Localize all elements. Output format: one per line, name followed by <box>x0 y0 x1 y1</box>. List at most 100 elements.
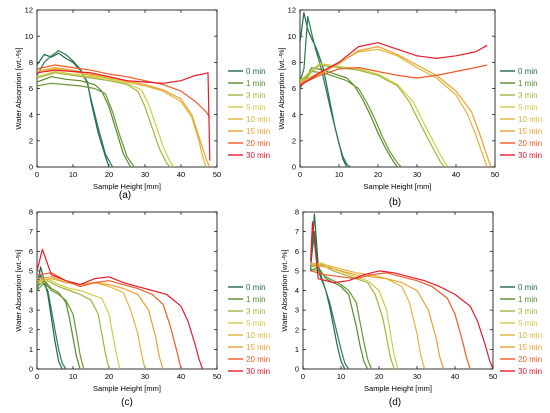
legend-label: 3 min <box>518 307 538 316</box>
y-tick-label: 4 <box>29 110 33 119</box>
y-axis-label: Water Absorption [wt.-%] <box>280 249 289 331</box>
x-tick-label: 30 <box>141 170 149 179</box>
y-tick-label: 4 <box>29 286 33 295</box>
y-tick-label: 0 <box>295 365 299 374</box>
panel-label: (a) <box>119 190 131 201</box>
panel-c: 0 10 20 30 40 50 0 1 2 3 4 5 6 7 8 Sample Height [mm] Wa… <box>14 208 270 408</box>
legend: 0 min 1 min 3 min 5 min 10 min 15 min 20 min 30… <box>228 283 270 376</box>
y-axis-label: Water Absorption [wt.-%] <box>277 47 286 129</box>
series-line-0-min <box>300 15 352 167</box>
x-tick-label: 20 <box>105 170 113 179</box>
series-line-1-min <box>37 76 132 167</box>
legend-label: 10 min <box>246 115 270 124</box>
x-axis-label: Sample Height [mm] <box>93 384 161 393</box>
legend-label: 0 min <box>246 67 266 76</box>
legend-label: 10 min <box>518 115 542 124</box>
series-line-10-min <box>37 278 146 369</box>
series-line-1-min <box>37 82 135 167</box>
x-tick-label: 10 <box>69 170 77 179</box>
x-tick-label: 50 <box>489 372 497 381</box>
x-tick-label: 20 <box>105 372 113 381</box>
axes-frame <box>302 211 494 370</box>
legend-label: 10 min <box>246 331 270 340</box>
y-tick-label: 8 <box>295 208 299 217</box>
series-line-0-min <box>310 231 350 369</box>
legend-label: 15 min <box>246 127 270 136</box>
y-tick-label: 7 <box>29 227 33 236</box>
x-tick-label: 0 <box>298 170 302 179</box>
series-line-10-min <box>310 262 426 369</box>
x-tick-label: 30 <box>413 170 421 179</box>
series-line-5-min <box>37 70 175 167</box>
legend-label: 3 min <box>246 307 266 316</box>
series-line-1-min <box>37 282 85 369</box>
y-tick-label: 8 <box>292 58 296 67</box>
y-tick-label: 0 <box>29 163 33 172</box>
panel-label: (d) <box>389 397 401 408</box>
panel-label: (b) <box>389 197 401 208</box>
series-line-15-min <box>300 45 492 167</box>
y-tick-label: 4 <box>295 286 299 295</box>
legend-label: 0 min <box>518 67 538 76</box>
y-tick-label: 7 <box>295 227 299 236</box>
y-tick-label: 5 <box>29 266 33 275</box>
series-line-1-min <box>300 66 398 167</box>
series-line-1-min <box>310 268 372 369</box>
legend-label: 5 min <box>246 103 266 112</box>
x-tick-label: 30 <box>141 372 149 381</box>
y-tick-label: 10 <box>288 32 296 41</box>
series-line-1-min <box>300 70 402 167</box>
y-tick-label: 2 <box>29 325 33 334</box>
x-tick-label: 0 <box>301 372 305 381</box>
panel-b: 0 10 20 30 40 50 0 2 4 6 8 10 12 Sample Height [mm] Wa… <box>277 6 542 208</box>
x-axis-label: Sample Height [mm] <box>93 182 161 191</box>
x-tick-label: 40 <box>177 170 185 179</box>
y-tick-label: 8 <box>29 208 33 217</box>
y-tick-label: 3 <box>29 306 33 315</box>
legend-label: 1 min <box>518 79 538 88</box>
legend-label: 0 min <box>246 283 266 292</box>
y-tick-label: 12 <box>25 6 33 15</box>
series-line-1-min <box>37 280 81 369</box>
legend-label: 15 min <box>246 343 270 352</box>
x-tick-label: 10 <box>337 372 345 381</box>
x-tick-label: 20 <box>374 170 382 179</box>
series-line-3-min <box>310 264 395 369</box>
legend-label: 20 min <box>246 355 270 364</box>
series-line-0-min <box>300 12 348 167</box>
x-axis-label: Sample Height [mm] <box>364 384 432 393</box>
legend-label: 20 min <box>518 355 542 364</box>
panel-a: 0 10 20 30 40 50 0 2 4 6 8 10 12 Sample Height [mm] Wa… <box>14 6 270 201</box>
y-tick-label: 2 <box>295 325 299 334</box>
y-tick-label: 4 <box>292 110 296 119</box>
x-tick-label: 30 <box>413 372 421 381</box>
x-tick-label: 40 <box>452 170 460 179</box>
legend-label: 10 min <box>518 331 542 340</box>
series-line-5-min <box>300 62 449 167</box>
series-line-30-min <box>37 248 204 369</box>
x-tick-label: 20 <box>375 372 383 381</box>
x-tick-label: 0 <box>35 372 39 381</box>
series-line-30-min <box>300 42 488 87</box>
legend-label: 30 min <box>518 367 542 376</box>
axes-frame <box>299 9 496 168</box>
y-tick-label: 5 <box>295 266 299 275</box>
series-line-0-min <box>37 49 114 167</box>
axes-frame <box>36 9 218 168</box>
legend-label: 30 min <box>518 151 542 160</box>
legend: 0 min 1 min 3 min 5 min 10 min 15 min 20 min 30… <box>500 283 542 376</box>
y-tick-label: 6 <box>29 84 33 93</box>
y-tick-label: 6 <box>292 84 296 93</box>
y-tick-label: 0 <box>29 365 33 374</box>
x-tick-label: 50 <box>491 170 499 179</box>
series-line-3-min <box>37 72 171 167</box>
legend-label: 3 min <box>246 91 266 100</box>
series-line-15-min <box>37 66 211 167</box>
legend-label: 15 min <box>518 343 542 352</box>
y-tick-label: 3 <box>295 306 299 315</box>
y-tick-label: 0 <box>292 163 296 172</box>
y-tick-label: 12 <box>288 6 296 15</box>
series-line-20-min <box>300 64 488 86</box>
legend-label: 30 min <box>246 367 270 376</box>
